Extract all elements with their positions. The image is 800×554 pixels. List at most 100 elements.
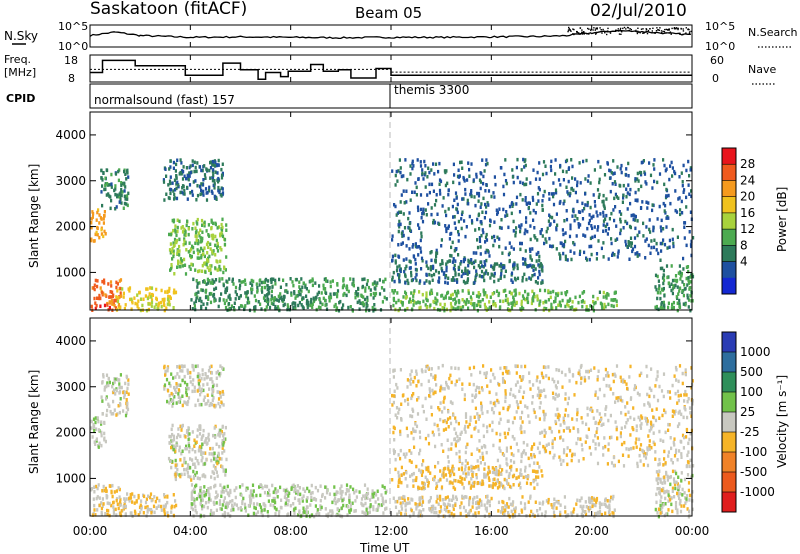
nsearch-point <box>638 31 640 33</box>
velocity-cell <box>202 388 205 393</box>
power-cell <box>243 307 246 312</box>
power-cell <box>579 181 582 185</box>
velocity-cell <box>189 465 192 470</box>
power-cell <box>480 233 483 238</box>
power-cell <box>411 166 414 171</box>
power-cell <box>519 229 522 234</box>
velocity-cell <box>655 407 658 411</box>
velocity-cell <box>120 509 123 513</box>
power-cell <box>571 176 574 180</box>
power-cell <box>224 305 228 310</box>
power-cell <box>267 288 270 292</box>
velocity-cell <box>623 379 626 384</box>
velocity-cell <box>426 478 429 482</box>
power-cell <box>599 212 602 216</box>
power-cell <box>452 162 455 167</box>
velocity-cell <box>183 374 186 379</box>
power-cell <box>438 188 442 193</box>
velocity-cell <box>366 496 369 500</box>
power-cell <box>211 159 214 164</box>
power-cell <box>524 260 527 264</box>
power-cell <box>95 303 98 308</box>
power-cell <box>418 226 421 230</box>
velocity-cell <box>177 392 180 396</box>
velocity-cell <box>439 494 442 499</box>
cpid-segment-1: normalsound (fast) 157 <box>94 93 235 107</box>
power-cell <box>228 277 231 281</box>
power-cell <box>529 181 532 185</box>
velocity-cell <box>400 511 403 516</box>
power-cell <box>311 302 314 306</box>
velocity-cell <box>461 482 464 486</box>
velocity-cell <box>487 465 490 470</box>
power-cell <box>211 191 214 195</box>
power-cell <box>360 294 363 298</box>
power-cell <box>408 297 412 301</box>
velocity-cell <box>221 465 224 469</box>
power-cell <box>106 168 109 173</box>
power-cell <box>564 239 567 244</box>
power-cell <box>123 194 126 199</box>
velocity-cell <box>520 508 523 512</box>
power-cell <box>268 305 272 310</box>
velocity-cell <box>477 464 480 469</box>
power-cell <box>592 308 595 313</box>
power-cell <box>178 264 181 269</box>
power-cell <box>482 181 485 186</box>
power-cell <box>211 178 214 183</box>
power-cell <box>195 169 198 174</box>
power-cell <box>676 285 679 289</box>
power-cell <box>630 241 633 245</box>
power-cell <box>110 295 113 299</box>
nsearch-point <box>688 31 691 33</box>
power-cell <box>498 244 501 249</box>
power-cell <box>548 197 551 201</box>
velocity-cell <box>459 505 462 510</box>
power-cell <box>589 304 592 308</box>
velocity-cell <box>415 372 418 376</box>
power-cell <box>342 293 345 297</box>
power-cell <box>336 294 339 299</box>
power-cell <box>515 165 518 170</box>
velocity-cell <box>198 373 201 378</box>
velocity-cell <box>118 401 122 406</box>
power-cell <box>511 175 514 179</box>
power-cell <box>483 278 486 283</box>
power-cell <box>598 180 601 185</box>
power-cell <box>454 307 457 311</box>
velocity-cell <box>249 491 252 495</box>
power-cell <box>566 302 569 307</box>
power-cell <box>422 207 425 212</box>
velocity-cell <box>101 399 104 403</box>
power-cell <box>274 282 277 286</box>
power-cell <box>183 227 186 232</box>
velocity-cell <box>187 437 190 442</box>
velocity-cell <box>105 397 108 401</box>
velocity-cell <box>211 391 214 395</box>
power-cell <box>194 299 198 304</box>
power-cell <box>440 238 443 242</box>
velocity-cell <box>640 371 643 376</box>
power-cell <box>482 265 485 269</box>
power-cell <box>285 289 288 293</box>
power-cell <box>589 181 592 185</box>
velocity-cell <box>103 431 106 436</box>
velocity-cell <box>577 437 580 441</box>
velocity-cell <box>230 508 233 513</box>
power-cell <box>207 295 210 299</box>
power-cell <box>596 214 599 218</box>
velocity-cell <box>274 487 277 491</box>
power-cell <box>341 285 344 290</box>
power-cell <box>125 177 128 181</box>
velocity-cell <box>211 384 215 389</box>
power-cell <box>613 253 616 257</box>
power-cell <box>447 226 450 230</box>
power-cell <box>651 186 654 190</box>
power-cell <box>174 169 177 173</box>
power-cell <box>120 193 123 198</box>
velocity-cell <box>342 497 345 501</box>
power-cell <box>391 278 394 282</box>
velocity-cell <box>465 474 468 479</box>
power-cell <box>664 203 667 208</box>
velocity-cell <box>104 512 107 516</box>
